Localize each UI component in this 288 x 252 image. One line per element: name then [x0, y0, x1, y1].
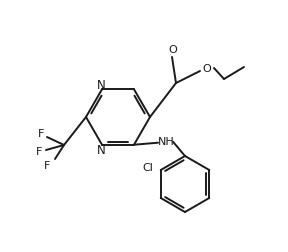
Text: O: O [203, 64, 211, 74]
Text: N: N [97, 78, 105, 91]
Text: NH: NH [158, 136, 174, 146]
Text: F: F [38, 129, 44, 138]
Text: O: O [169, 45, 177, 55]
Text: F: F [36, 146, 42, 156]
Text: F: F [44, 160, 50, 170]
Text: Cl: Cl [142, 162, 153, 172]
Text: N: N [97, 144, 105, 156]
